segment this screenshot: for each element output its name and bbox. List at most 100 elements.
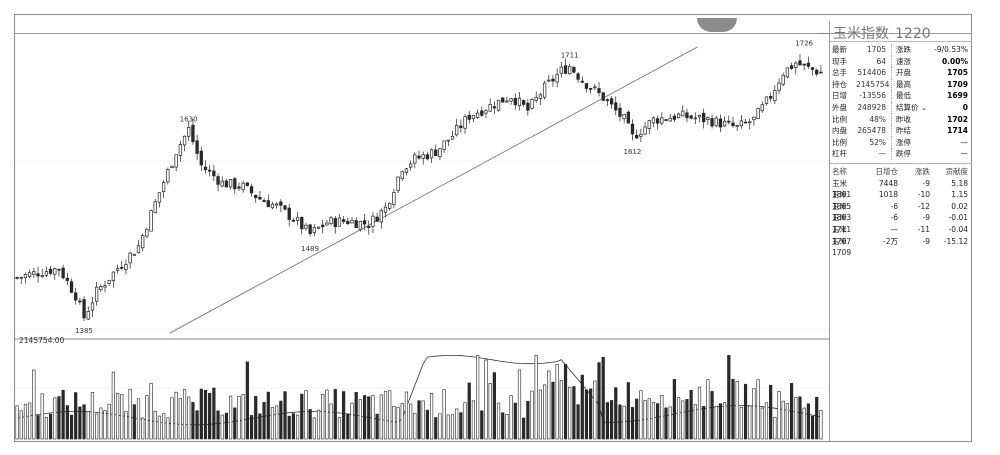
volume-bar xyxy=(300,393,304,440)
candle xyxy=(346,217,350,226)
candle xyxy=(266,194,270,208)
candle xyxy=(639,128,643,143)
candle xyxy=(212,164,216,182)
trend-line[interactable] xyxy=(169,46,698,334)
candle xyxy=(588,87,593,94)
quote-value: — xyxy=(960,149,969,159)
candle xyxy=(697,114,702,123)
candle xyxy=(400,170,404,182)
candle xyxy=(295,212,300,226)
contrib-row[interactable]: 玉米1707 — -11 -0.04 xyxy=(830,224,972,246)
volume-bar xyxy=(580,374,584,440)
candle xyxy=(547,74,551,83)
contrib-row[interactable]: 玉米1805 1018 -10 1.15 xyxy=(830,189,972,211)
candle xyxy=(258,190,262,200)
candle xyxy=(672,113,677,123)
candle xyxy=(82,296,86,321)
volume-bar xyxy=(706,379,710,440)
candle xyxy=(710,114,714,129)
volume-bar xyxy=(681,400,685,440)
volume-bar xyxy=(132,404,136,440)
candle xyxy=(434,144,438,157)
quote-label: 最高 xyxy=(891,78,930,91)
volume-bar xyxy=(212,387,216,440)
candle xyxy=(354,217,358,228)
quote-label: 外盘 xyxy=(832,102,847,112)
volume-bar xyxy=(44,416,48,440)
volume-bar xyxy=(743,383,748,440)
contrib-row[interactable]: 玉米1709 -2万 -9 -15.12 xyxy=(830,236,972,258)
contrib-row[interactable]: 玉米1803 -6 -12 0.02 xyxy=(830,201,972,223)
volume-bar xyxy=(233,407,237,440)
volume-bar xyxy=(555,363,559,440)
volume-bar xyxy=(643,400,647,440)
contract-daily-oi: 1018 xyxy=(878,190,898,200)
candle xyxy=(526,99,530,116)
volume-bar xyxy=(459,412,463,440)
candle xyxy=(279,199,283,213)
candlestick-chart[interactable]: 1385 1630 1489 1711 1612 1726 2145754.00 xyxy=(15,33,829,441)
candle xyxy=(350,216,354,224)
volume-bar xyxy=(492,372,496,440)
quote-value: 48% xyxy=(869,114,886,124)
volume-bar xyxy=(723,402,727,440)
candle xyxy=(329,216,333,226)
volume-bar xyxy=(794,397,798,440)
candle xyxy=(664,118,668,122)
candle xyxy=(383,202,388,218)
volume-bar xyxy=(220,414,224,440)
volume-bar xyxy=(635,398,639,440)
contract-change: -9 xyxy=(922,178,930,188)
volume-bar xyxy=(760,407,764,440)
candle xyxy=(103,280,107,293)
quote-label: 现手 xyxy=(832,56,847,66)
volume-bar xyxy=(149,383,153,440)
volume-bar xyxy=(182,389,187,440)
volume-bar xyxy=(810,415,815,440)
candle xyxy=(513,93,517,110)
volume-bar xyxy=(647,398,651,440)
candle xyxy=(404,168,409,176)
volume-bar xyxy=(48,413,53,440)
quote-value: 1702 xyxy=(947,114,968,124)
quote-panel: 玉米指数 1220 最新 1705 涨跌 -9/0.53% 现手 64 速涨 0.00% 总手 51… xyxy=(829,21,972,441)
volume-bar xyxy=(392,405,396,440)
volume-bar xyxy=(505,414,509,440)
contrib-row[interactable]: 玉米1801 7448 -9 5.18 xyxy=(830,178,972,200)
candle xyxy=(182,135,187,152)
toolbar-knob-icon[interactable] xyxy=(697,18,737,32)
volume-bar xyxy=(128,388,132,440)
volume-bar xyxy=(258,413,262,440)
candle xyxy=(325,219,329,226)
quote-label: 总手 xyxy=(832,68,847,78)
contrib-row[interactable]: 玉米1711 -6 -9 -0.01 xyxy=(830,212,972,234)
volume-bar xyxy=(806,403,810,440)
candle xyxy=(187,120,191,142)
contract-name: 玉米1803 xyxy=(832,201,852,223)
contract-name: 玉米1707 xyxy=(832,224,852,246)
candle xyxy=(760,101,764,113)
quote-value: 52% xyxy=(869,137,886,147)
candle xyxy=(337,214,342,227)
candle xyxy=(509,98,513,105)
quote-value: — xyxy=(878,149,887,159)
candle xyxy=(798,54,802,66)
candle xyxy=(794,61,798,75)
volume-bar xyxy=(547,370,551,440)
quote-value: 248928 xyxy=(857,102,886,112)
volume-bar xyxy=(237,395,241,440)
volume-bar xyxy=(471,400,476,440)
candle xyxy=(731,116,735,128)
volume-bar xyxy=(295,414,300,440)
volume-bar xyxy=(496,402,501,440)
volume-bar xyxy=(350,402,354,440)
candle xyxy=(789,62,794,70)
contribution-table: 名称 日增仓 涨跌 贡献度 玉米1801 7448 -9 5.18 玉米1805 1018… xyxy=(830,162,972,258)
volume-bar xyxy=(421,400,425,440)
quote-value: 1714 xyxy=(947,126,968,136)
volume-bar xyxy=(735,380,739,440)
quote-value: 514406 xyxy=(857,68,886,78)
volume-bar xyxy=(480,410,484,440)
volume-bar xyxy=(199,388,203,440)
quote-value: — xyxy=(960,137,969,147)
